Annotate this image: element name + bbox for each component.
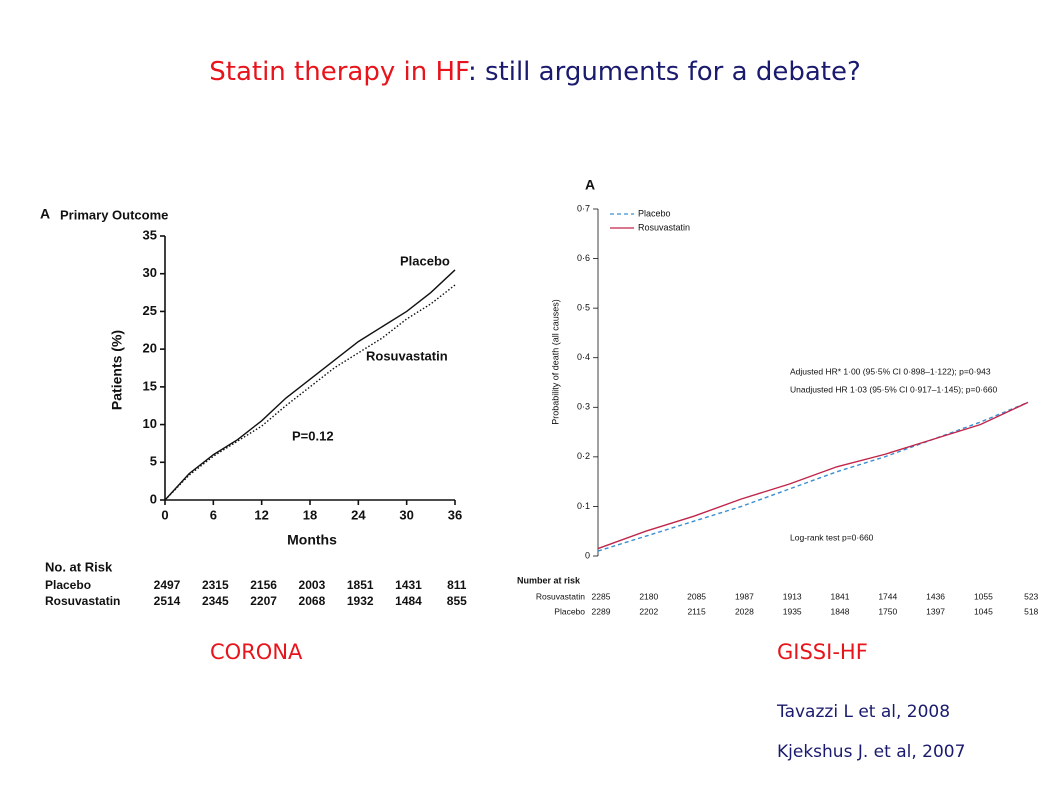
risk-value: 2497 (154, 578, 181, 592)
y-tick-label: 0·1 (577, 501, 590, 511)
y-tick-label: 0·7 (577, 203, 590, 213)
x-tick-label: 24 (351, 507, 366, 522)
citation: Kjekshus J. et al, 2007 (777, 742, 966, 762)
risk-value: 2115 (687, 606, 706, 616)
title-part: Statin therapy in HF (209, 57, 469, 87)
legend-label: Placebo (638, 208, 671, 218)
y-tick-label: 0·3 (577, 402, 590, 412)
risk-row-name: Rosuvastatin (536, 591, 585, 601)
y-tick-label: 15 (143, 378, 157, 393)
citation: Tavazzi L et al, 2008 (777, 702, 951, 722)
risk-value: 1744 (878, 591, 897, 601)
series-line (597, 401, 1029, 552)
series-label: Placebo (400, 253, 450, 268)
risk-value: 2285 (592, 591, 611, 601)
risk-value: 1935 (783, 606, 802, 616)
x-tick-label: 12 (254, 507, 268, 522)
y-tick-label: 0 (585, 550, 590, 560)
legend-label: Rosuvastatin (638, 222, 690, 232)
annotation: Adjusted HR* 1·00 (95·5% CI 0·898–1·122)… (790, 366, 991, 376)
title-part: : still arguments for a debate? (468, 57, 861, 87)
chart-title: Primary Outcome (60, 207, 168, 222)
x-tick-label: 6 (210, 507, 217, 522)
y-tick-label: 0·5 (577, 303, 590, 313)
risk-value: 1932 (347, 594, 374, 608)
y-tick-label: 0·6 (577, 253, 590, 263)
risk-value: 1436 (926, 591, 945, 601)
slide-title: Statin therapy in HF: still arguments fo… (209, 57, 861, 87)
x-tick-label: 18 (303, 507, 317, 522)
risk-value: 2028 (735, 606, 754, 616)
risk-value: 2156 (250, 578, 277, 592)
y-tick-label: 35 (143, 227, 157, 242)
risk-value: 2315 (202, 578, 229, 592)
risk-value: 1750 (878, 606, 897, 616)
risk-value: 811 (447, 578, 467, 592)
y-tick-label: 0·2 (577, 451, 590, 461)
y-axis-label: Patients (%) (109, 330, 125, 410)
caption: GISSI-HF (777, 640, 868, 664)
risk-table-title: No. at Risk (45, 559, 113, 574)
y-tick-label: 0 (150, 491, 157, 506)
annotation: P=0.12 (292, 428, 334, 443)
risk-value: 1431 (395, 578, 422, 592)
risk-value: 2003 (299, 578, 326, 592)
series-label: Rosuvastatin (366, 348, 448, 363)
risk-value: 1484 (395, 594, 422, 608)
y-tick-label: 20 (143, 341, 157, 356)
annotation: Log-rank test p=0·660 (790, 532, 874, 542)
risk-value: 1848 (831, 606, 850, 616)
risk-row-name: Placebo (554, 606, 585, 616)
series-line (164, 269, 456, 501)
risk-value: 2085 (687, 591, 706, 601)
risk-value: 1397 (926, 606, 945, 616)
risk-value: 2180 (639, 591, 658, 601)
series-line (597, 401, 1029, 550)
y-tick-label: 5 (150, 454, 157, 469)
risk-value: 2289 (592, 606, 611, 616)
risk-row-name: Placebo (45, 578, 91, 592)
risk-value: 518 (1024, 606, 1038, 616)
annotation: Unadjusted HR 1·03 (95·5% CI 0·917–1·145… (790, 384, 997, 394)
risk-table-title: Number at risk (517, 575, 581, 585)
y-tick-label: 25 (143, 303, 157, 318)
risk-value: 1913 (783, 591, 802, 601)
risk-value: 2345 (202, 594, 229, 608)
risk-value: 1055 (974, 591, 993, 601)
risk-value: 2514 (154, 594, 181, 608)
x-tick-label: 30 (399, 507, 413, 522)
risk-value: 1841 (831, 591, 850, 601)
risk-row-name: Rosuvastatin (45, 594, 120, 608)
y-tick-label: 0·4 (577, 352, 590, 362)
risk-value: 2068 (299, 594, 326, 608)
y-tick-label: 30 (143, 265, 157, 280)
risk-value: 523 (1024, 591, 1038, 601)
y-axis-label: Probability of death (all causes) (550, 299, 560, 425)
series-line (164, 284, 456, 501)
risk-value: 855 (447, 594, 467, 608)
risk-value: 1045 (974, 606, 993, 616)
x-tick-label: 36 (448, 507, 462, 522)
risk-value: 2202 (639, 606, 658, 616)
caption: CORONA (210, 640, 303, 664)
risk-value: 2207 (250, 594, 277, 608)
y-tick-label: 10 (143, 416, 157, 431)
risk-value: 1851 (347, 578, 374, 592)
x-axis-label: Months (287, 532, 337, 548)
panel-label: A (585, 177, 595, 193)
panel-label: A (40, 206, 50, 222)
x-tick-label: 0 (161, 507, 168, 522)
risk-value: 1987 (735, 591, 754, 601)
